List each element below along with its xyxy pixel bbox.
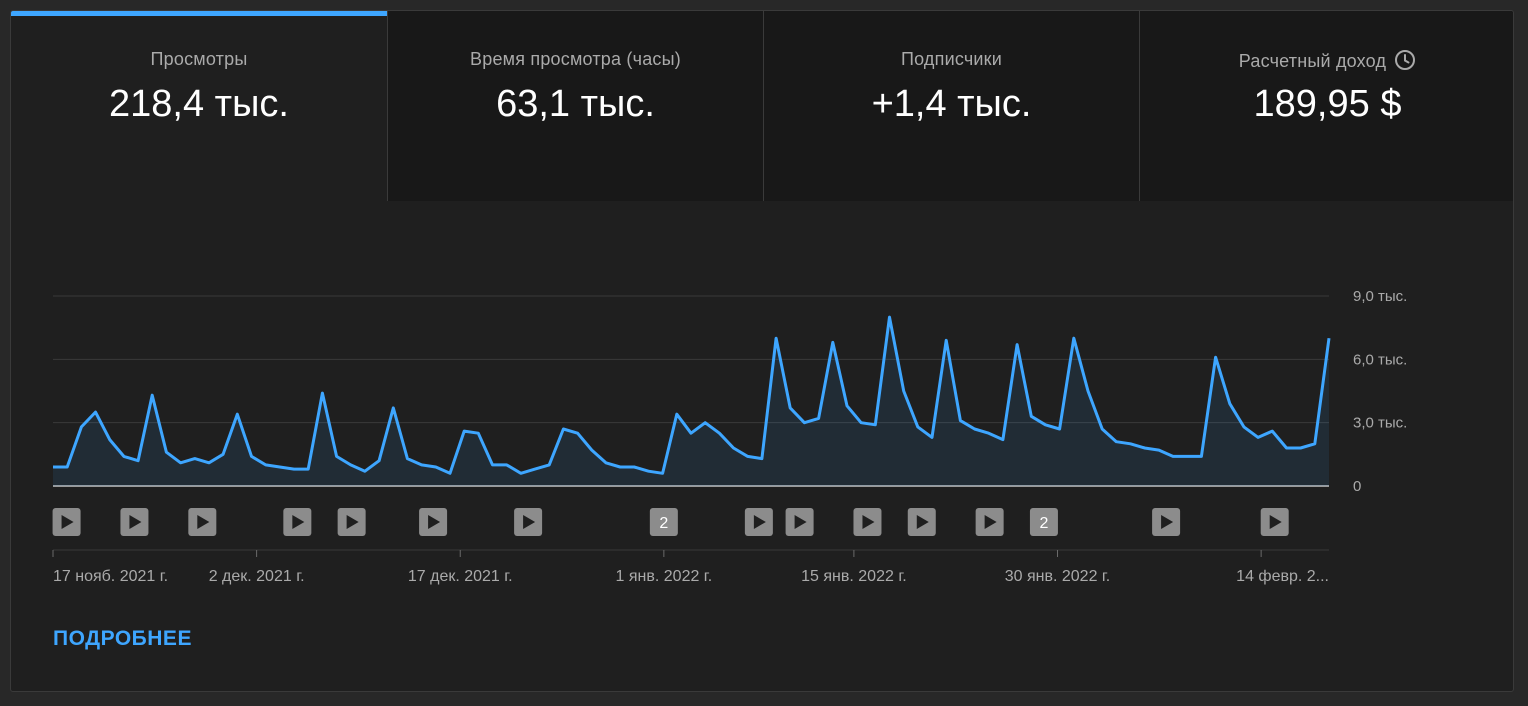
video-marker[interactable] — [514, 508, 543, 536]
y-tick-label: 6,0 тыс. — [1353, 351, 1407, 368]
x-tick-label: 30 янв. 2022 г. — [1005, 568, 1111, 585]
video-marker[interactable] — [1260, 508, 1289, 536]
play-icon — [197, 515, 210, 529]
video-marker[interactable] — [744, 508, 773, 536]
play-icon — [61, 515, 74, 529]
play-icon — [753, 515, 766, 529]
play-icon — [292, 515, 305, 529]
play-icon — [1269, 515, 1282, 529]
tab-views[interactable]: Просмотры 218,4 тыс. — [11, 11, 387, 201]
video-marker-box — [649, 508, 678, 536]
play-icon — [862, 515, 875, 529]
video-marker-box — [1029, 508, 1058, 536]
tab-revenue-value: 189,95 $ — [1253, 83, 1402, 125]
tab-revenue-label-wrap: Расчетный доход — [1140, 49, 1513, 76]
play-icon — [794, 515, 807, 529]
x-tick-label: 2 дек. 2021 г. — [209, 568, 305, 585]
video-group-marker[interactable]: 2 — [649, 508, 678, 536]
play-icon — [1161, 515, 1174, 529]
x-tick-label: 14 февр. 2... — [1236, 568, 1329, 585]
play-icon — [916, 515, 929, 529]
tab-watch-time-label: Время просмотра (часы) — [470, 49, 681, 69]
tab-subscribers[interactable]: Подписчики +1,4 тыс. — [763, 11, 1139, 201]
video-marker[interactable] — [337, 508, 366, 536]
play-icon — [428, 515, 441, 529]
play-icon — [523, 515, 536, 529]
play-icon — [984, 515, 997, 529]
video-count-label: 2 — [659, 515, 668, 532]
video-marker[interactable] — [1152, 508, 1181, 536]
tab-subscribers-label: Подписчики — [900, 49, 1003, 69]
tab-revenue[interactable]: Расчетный доход 189,95 $ — [1139, 11, 1513, 201]
video-marker[interactable] — [52, 508, 81, 536]
analytics-card: Просмотры 218,4 тыс. Время просмотра (ча… — [10, 10, 1514, 692]
video-marker[interactable] — [907, 508, 936, 536]
video-marker[interactable] — [283, 508, 312, 536]
metric-tabs: Просмотры 218,4 тыс. Время просмотра (ча… — [11, 11, 1513, 201]
x-tick-label: 17 нояб. 2021 г. — [53, 568, 168, 585]
tab-views-label: Просмотры — [150, 49, 248, 69]
video-group-marker[interactable]: 2 — [1029, 508, 1058, 536]
views-line — [53, 315, 1331, 475]
y-tick-label: 9,0 тыс. — [1353, 288, 1407, 305]
clock-icon[interactable] — [1394, 49, 1416, 76]
views-area — [53, 317, 1329, 486]
x-tick-label: 17 дек. 2021 г. — [408, 568, 513, 585]
y-tick-label: 0 — [1353, 478, 1361, 495]
play-icon — [129, 515, 142, 529]
tab-watch-time-value: 63,1 тыс. — [496, 83, 655, 125]
video-marker[interactable] — [419, 508, 448, 536]
y-tick-label: 3,0 тыс. — [1353, 415, 1407, 432]
tab-watch-time[interactable]: Время просмотра (часы) 63,1 тыс. — [387, 11, 763, 201]
tab-revenue-label: Расчетный доход — [1238, 51, 1387, 71]
video-marker[interactable] — [188, 508, 217, 536]
tab-subscribers-value: +1,4 тыс. — [871, 83, 1032, 125]
video-marker[interactable] — [120, 508, 149, 536]
video-marker[interactable] — [785, 508, 814, 536]
x-tick-label: 1 янв. 2022 г. — [616, 568, 713, 585]
x-tick-label: 15 янв. 2022 г. — [801, 568, 907, 585]
tab-views-value: 218,4 тыс. — [109, 83, 289, 125]
play-icon — [346, 515, 359, 529]
video-count-label: 2 — [1039, 515, 1048, 532]
video-marker[interactable] — [853, 508, 882, 536]
video-marker[interactable] — [975, 508, 1004, 536]
views-chart: 0 3,0 тыс. 6,0 тыс. 9,0 тыс. 2 2 17 нояб. 20… — [52, 288, 1407, 585]
more-link[interactable]: ПОДРОБНЕЕ — [53, 627, 192, 650]
